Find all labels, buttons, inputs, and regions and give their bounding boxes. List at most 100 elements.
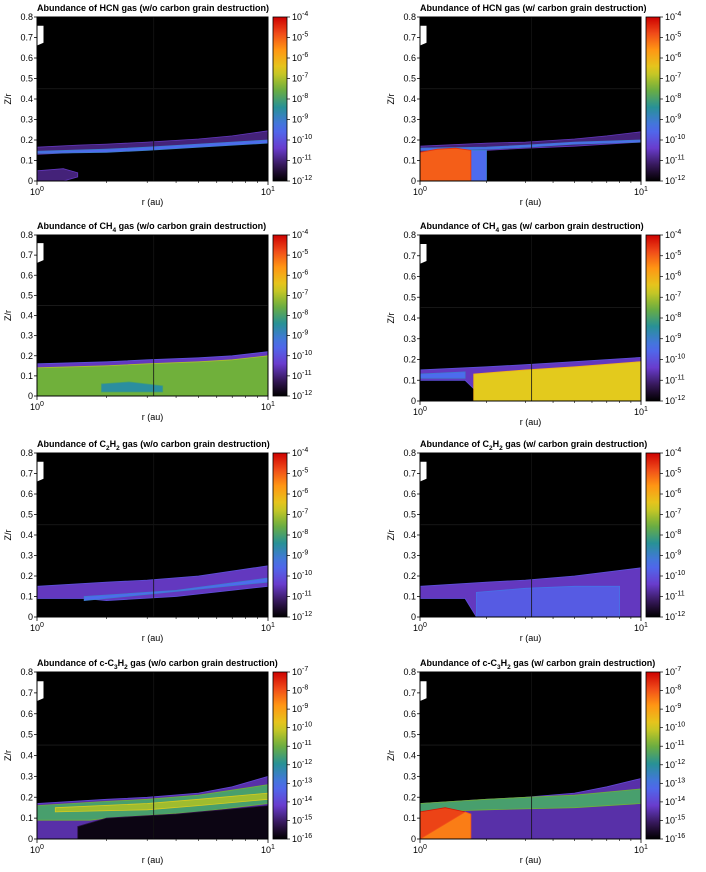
- y-tick-label: 0.6: [20, 489, 33, 499]
- y-tick-label: 0: [411, 834, 416, 844]
- y-axis-label: Z/r: [3, 750, 13, 761]
- y-tick-label: 0.2: [20, 351, 33, 361]
- colorbar-label: 10-12: [292, 611, 312, 622]
- colorbar-label: 10-5: [665, 32, 681, 43]
- y-tick-label: 0.1: [403, 156, 416, 166]
- y-tick-label: 0.4: [20, 530, 33, 540]
- colorbar-label: 10-11: [292, 591, 312, 602]
- colorbar-label: 10-12: [665, 175, 685, 186]
- y-tick-label: 0.3: [403, 551, 416, 561]
- colorbar-label: 10-9: [292, 330, 308, 341]
- y-tick-label: 0.4: [20, 751, 33, 761]
- x-axis-label: r (au): [520, 855, 542, 865]
- x-tick-label: 101: [261, 622, 275, 633]
- colorbar-label: 10-6: [292, 269, 308, 280]
- panel-3: Abundance of CH4 gas (w/o carbon grain d…: [3, 221, 312, 422]
- abundance-layer-2: [37, 139, 268, 154]
- x-axis-label: r (au): [142, 197, 164, 207]
- x-tick-label: 101: [261, 401, 275, 412]
- x-axis-label: r (au): [142, 412, 164, 422]
- colorbar-label: 10-10: [665, 570, 685, 581]
- panel-title: Abundance of HCN gas (w/o carbon grain d…: [37, 3, 269, 13]
- colorbar: [272, 452, 288, 618]
- abundance-layer-1: [37, 565, 268, 602]
- panel-title: Abundance of c-C3H2 gas (w/ carbon grain…: [420, 658, 655, 671]
- colorbar-label: 10-5: [665, 468, 681, 479]
- colorbar-label: 10-8: [665, 312, 681, 323]
- y-tick-label: 0.5: [403, 510, 416, 520]
- colorbar-label: 10-12: [665, 611, 685, 622]
- y-tick-label: 0.2: [403, 355, 416, 365]
- colorbar-label: 10-10: [292, 570, 312, 581]
- colorbar-label: 10-9: [665, 550, 681, 561]
- y-tick-label: 0.3: [20, 115, 33, 125]
- y-tick-label: 0.6: [20, 709, 33, 719]
- y-tick-label: 0.5: [20, 730, 33, 740]
- x-tick-label: 100: [30, 186, 44, 197]
- y-tick-label: 0.8: [403, 230, 416, 240]
- colorbar: [272, 234, 288, 397]
- colorbar-label: 10-10: [665, 354, 685, 365]
- y-tick-label: 0.7: [403, 469, 416, 479]
- abundance-layers: [420, 131, 641, 181]
- inner-boundary-mask: [419, 25, 427, 46]
- abundance-layer-2: [37, 355, 268, 396]
- panel-1: Abundance of HCN gas (w/o carbon grain d…: [3, 3, 312, 207]
- y-tick-label: 0: [28, 834, 33, 844]
- y-tick-label: 0.5: [403, 74, 416, 84]
- colorbar-label: 10-8: [292, 310, 308, 321]
- y-tick-label: 0.5: [20, 74, 33, 84]
- y-tick-label: 0.8: [403, 667, 416, 677]
- colorbar-label: 10-7: [292, 73, 308, 84]
- colorbar-label: 10-11: [665, 591, 685, 602]
- abundance-layer-2: [476, 585, 620, 617]
- colorbar-label: 10-12: [665, 759, 685, 770]
- colorbar-label: 10-7: [292, 289, 308, 300]
- y-tick-label: 0.1: [20, 592, 33, 602]
- colorbar-label: 10-8: [665, 93, 681, 104]
- y-tick-label: 0.1: [403, 375, 416, 385]
- y-tick-label: 0.1: [20, 371, 33, 381]
- abundance-layers: [37, 351, 268, 396]
- abundance-layer-4: [420, 147, 472, 181]
- abundance-layer-2: [83, 577, 268, 602]
- y-tick-label: 0.8: [403, 448, 416, 458]
- y-tick-label: 0.6: [20, 53, 33, 63]
- colorbar-label: 10-4: [665, 229, 681, 240]
- y-tick-label: 0.2: [403, 792, 416, 802]
- y-tick-label: 0.8: [20, 12, 33, 22]
- x-tick-label: 100: [413, 844, 427, 855]
- colorbar-label: 10-7: [665, 73, 681, 84]
- y-tick-label: 0.8: [403, 12, 416, 22]
- colorbar-label: 10-10: [292, 134, 312, 145]
- panel-title: Abundance of CH4 gas (w/ carbon grain de…: [420, 221, 644, 234]
- colorbar-label: 10-12: [665, 395, 685, 406]
- colorbar-label: 10-12: [292, 175, 312, 186]
- colorbar-label: 10-11: [665, 740, 685, 751]
- y-tick-label: 0.6: [403, 709, 416, 719]
- colorbar-label: 10-8: [292, 529, 308, 540]
- colorbar-label: 10-7: [665, 509, 681, 520]
- y-tick-label: 0.7: [403, 33, 416, 43]
- y-tick-label: 0.6: [403, 272, 416, 282]
- x-tick-label: 100: [413, 186, 427, 197]
- y-tick-label: 0.7: [20, 469, 33, 479]
- colorbar-label: 10-4: [292, 447, 308, 458]
- y-tick-label: 0.4: [20, 94, 33, 104]
- y-tick-label: 0.3: [20, 551, 33, 561]
- abundance-layers: [420, 356, 641, 401]
- colorbar-label: 10-11: [292, 370, 312, 381]
- colorbar-label: 10-14: [665, 796, 685, 807]
- colorbar-label: 10-8: [292, 685, 308, 696]
- colorbar-label: 10-5: [292, 249, 308, 260]
- abundance-layers: [420, 567, 641, 617]
- panel-2: Abundance of HCN gas (w/ carbon grain de…: [386, 3, 685, 207]
- y-tick-label: 0.7: [403, 251, 416, 261]
- colorbar-label: 10-12: [292, 390, 312, 401]
- colorbar-label: 10-4: [292, 11, 308, 22]
- colorbar-label: 10-13: [665, 777, 685, 788]
- y-tick-label: 0.1: [403, 592, 416, 602]
- abundance-layer-3: [54, 792, 268, 813]
- y-tick-label: 0: [28, 176, 33, 186]
